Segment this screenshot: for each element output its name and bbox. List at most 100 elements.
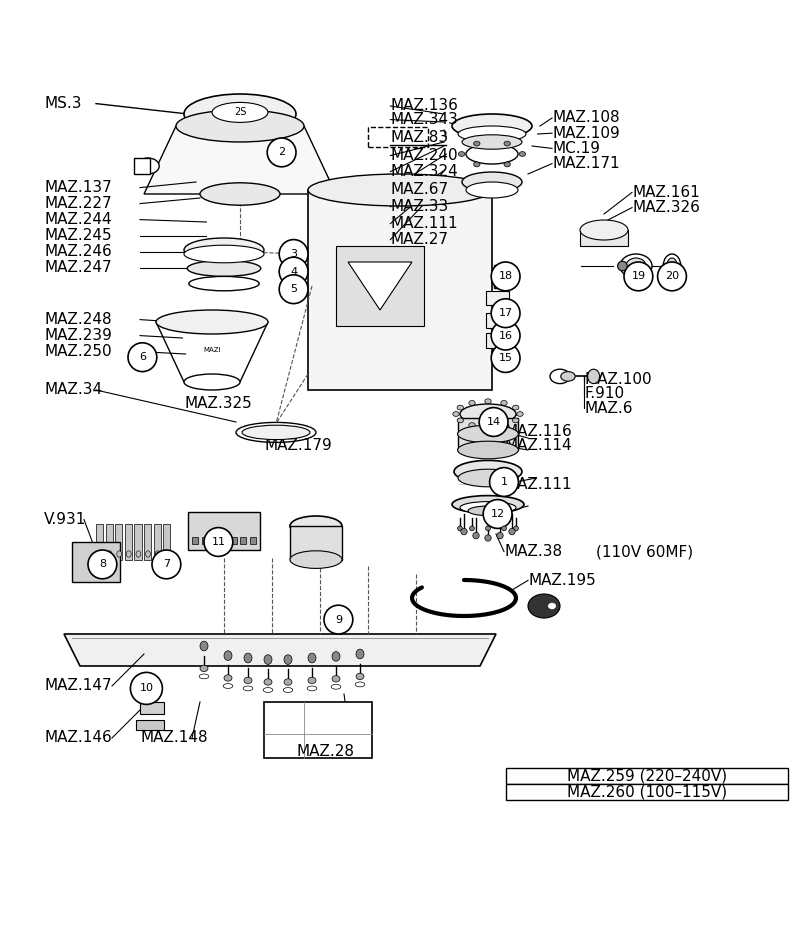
Circle shape — [491, 321, 520, 350]
Bar — [458, 418, 518, 450]
Circle shape — [267, 138, 296, 166]
Ellipse shape — [264, 679, 272, 685]
Ellipse shape — [457, 418, 463, 423]
Ellipse shape — [474, 162, 480, 166]
Ellipse shape — [244, 653, 252, 663]
Ellipse shape — [332, 676, 340, 682]
Ellipse shape — [458, 126, 526, 142]
Bar — [106, 524, 113, 559]
Ellipse shape — [189, 276, 259, 290]
Ellipse shape — [308, 174, 492, 206]
Circle shape — [279, 274, 308, 304]
Circle shape — [479, 408, 508, 436]
Bar — [134, 524, 142, 559]
Circle shape — [128, 343, 157, 371]
Bar — [144, 524, 151, 559]
Ellipse shape — [236, 422, 316, 443]
Ellipse shape — [460, 404, 516, 424]
Circle shape — [279, 258, 308, 286]
Circle shape — [204, 527, 233, 556]
Bar — [290, 526, 342, 559]
Text: 20: 20 — [665, 272, 679, 281]
Ellipse shape — [223, 683, 233, 688]
Ellipse shape — [184, 238, 264, 262]
Text: MAZ.240: MAZ.240 — [390, 149, 458, 164]
Text: MAZ.111: MAZ.111 — [390, 216, 458, 231]
Bar — [72, 542, 120, 582]
Text: 17: 17 — [498, 308, 513, 319]
Ellipse shape — [264, 655, 272, 665]
Bar — [486, 313, 509, 328]
Ellipse shape — [461, 528, 467, 535]
Ellipse shape — [176, 110, 304, 142]
Ellipse shape — [485, 399, 491, 403]
Circle shape — [483, 499, 512, 528]
Ellipse shape — [356, 673, 364, 680]
Ellipse shape — [580, 220, 628, 240]
Ellipse shape — [626, 258, 646, 274]
Text: 10: 10 — [139, 683, 154, 694]
Text: MAZ.259 (220–240V): MAZ.259 (220–240V) — [566, 768, 727, 783]
Ellipse shape — [502, 526, 506, 531]
Text: 7: 7 — [163, 559, 170, 570]
Ellipse shape — [473, 532, 479, 539]
Ellipse shape — [460, 502, 516, 513]
Ellipse shape — [200, 641, 208, 650]
Ellipse shape — [187, 260, 261, 276]
Circle shape — [88, 550, 117, 579]
Bar — [336, 246, 424, 326]
Ellipse shape — [458, 469, 518, 487]
Bar — [221, 537, 227, 543]
Ellipse shape — [184, 94, 296, 134]
Ellipse shape — [501, 400, 507, 405]
Text: MAZ.324: MAZ.324 — [390, 164, 458, 180]
Text: MAZ.246: MAZ.246 — [44, 244, 112, 259]
Ellipse shape — [284, 679, 292, 685]
Bar — [140, 702, 164, 714]
Bar — [136, 720, 164, 730]
Text: F.910: F.910 — [584, 386, 624, 401]
Bar — [486, 333, 509, 348]
Ellipse shape — [501, 423, 507, 428]
Ellipse shape — [290, 551, 342, 569]
Ellipse shape — [663, 254, 681, 278]
Text: 2S: 2S — [234, 106, 246, 117]
Ellipse shape — [263, 687, 273, 693]
Ellipse shape — [452, 495, 524, 513]
Text: MAZ.343: MAZ.343 — [390, 112, 458, 127]
Circle shape — [130, 672, 162, 704]
Ellipse shape — [244, 677, 252, 683]
Bar — [211, 537, 218, 543]
Text: MAZ.244: MAZ.244 — [44, 212, 112, 227]
Text: MAZ.195: MAZ.195 — [528, 572, 596, 588]
Ellipse shape — [466, 144, 518, 164]
Ellipse shape — [513, 405, 519, 410]
Circle shape — [491, 299, 520, 328]
Text: MAZ.326: MAZ.326 — [632, 200, 700, 215]
Ellipse shape — [243, 686, 253, 691]
Text: MAZ.109: MAZ.109 — [552, 126, 620, 141]
Ellipse shape — [548, 603, 556, 609]
Ellipse shape — [199, 674, 209, 679]
Ellipse shape — [587, 369, 600, 384]
Circle shape — [324, 605, 353, 634]
Ellipse shape — [356, 650, 364, 659]
Ellipse shape — [457, 405, 463, 410]
Ellipse shape — [453, 412, 459, 416]
Ellipse shape — [513, 418, 519, 423]
Text: MAZ.148: MAZ.148 — [140, 730, 208, 745]
Ellipse shape — [666, 258, 677, 274]
Ellipse shape — [452, 114, 532, 138]
Ellipse shape — [290, 516, 342, 536]
Bar — [96, 524, 103, 559]
Text: MAZ.38: MAZ.38 — [504, 544, 562, 559]
Ellipse shape — [98, 551, 102, 557]
Text: (110V 60MF): (110V 60MF) — [596, 544, 693, 559]
Ellipse shape — [331, 684, 341, 689]
Ellipse shape — [519, 151, 526, 156]
Polygon shape — [144, 126, 336, 194]
Ellipse shape — [355, 682, 365, 687]
Text: MC.19: MC.19 — [552, 141, 600, 156]
Ellipse shape — [155, 551, 160, 557]
Text: MAZ.83: MAZ.83 — [390, 130, 449, 145]
